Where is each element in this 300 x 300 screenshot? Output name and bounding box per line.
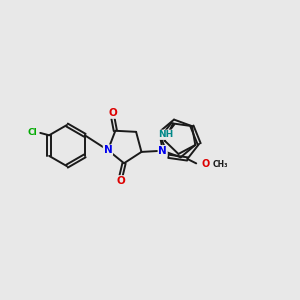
Text: N: N [103,145,112,155]
Text: CH₃: CH₃ [213,160,229,169]
Text: O: O [117,176,125,186]
Text: O: O [202,159,210,169]
Text: O: O [109,108,117,118]
Text: Cl: Cl [27,128,37,137]
Text: N: N [158,146,167,156]
Text: NH: NH [158,130,173,139]
